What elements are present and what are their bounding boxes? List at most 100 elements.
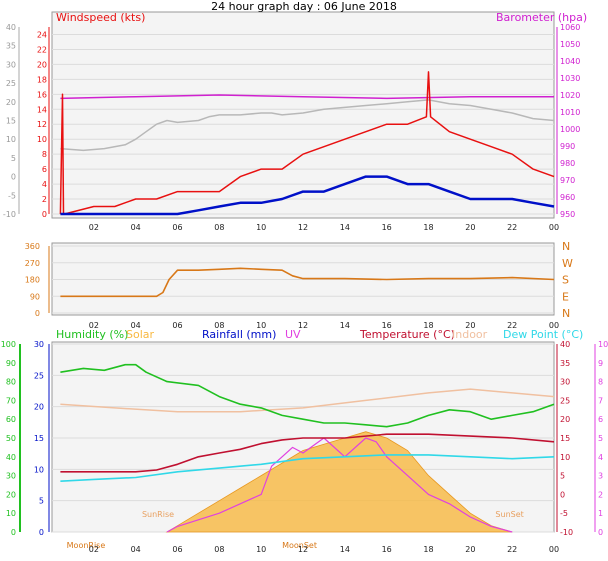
x-tick: 08 bbox=[214, 545, 224, 554]
x-tick: 22 bbox=[507, 545, 517, 554]
windspeed-tick: 0 bbox=[42, 210, 47, 219]
barometer-tick: 970 bbox=[560, 176, 575, 185]
x-tick: 22 bbox=[507, 321, 517, 330]
x-tick: 00 bbox=[549, 321, 559, 330]
windspeed-tick: 22 bbox=[37, 45, 47, 54]
x-tick: 12 bbox=[298, 223, 308, 232]
grey-series bbox=[60, 99, 555, 152]
humidity-tick: 80 bbox=[6, 378, 16, 387]
chart-title: 24 hour graph day : 06 June 2018 bbox=[211, 0, 397, 13]
direction-tick: 180 bbox=[25, 276, 40, 285]
x-tick: 16 bbox=[382, 545, 392, 554]
x-tick: 06 bbox=[172, 321, 182, 330]
humidity-tick: 20 bbox=[6, 490, 16, 499]
rain-tick: 20 bbox=[34, 403, 44, 412]
windspeed-tick: 10 bbox=[37, 135, 47, 144]
windspeed-tick: 18 bbox=[37, 75, 47, 84]
x-tick: 08 bbox=[214, 321, 224, 330]
x-tick: 04 bbox=[131, 545, 141, 554]
temperature-tick: 0 bbox=[560, 490, 565, 499]
x-tick: 12 bbox=[298, 321, 308, 330]
x-tick: 14 bbox=[340, 545, 350, 554]
x-tick: 02 bbox=[89, 321, 99, 330]
rain-tick: 5 bbox=[39, 497, 44, 506]
barometer-tick: 1020 bbox=[560, 91, 580, 100]
rain-tick: 25 bbox=[34, 371, 44, 380]
temp-scale-tick: 10 bbox=[6, 135, 16, 144]
x-tick: 10 bbox=[256, 545, 266, 554]
temperature-series bbox=[60, 433, 555, 473]
temp-scale-tick: 25 bbox=[6, 79, 16, 88]
sunrise-label: SunRise bbox=[142, 510, 174, 519]
uv-tick: 10 bbox=[598, 340, 608, 349]
x-tick: 14 bbox=[340, 223, 350, 232]
wind_avg-series bbox=[60, 175, 555, 216]
windspeed-tick: 4 bbox=[42, 180, 47, 189]
humidity-tick: 60 bbox=[6, 415, 16, 424]
sunset-label: SunSet bbox=[495, 510, 523, 519]
temperature-tick: 15 bbox=[560, 434, 570, 443]
indoor-series bbox=[60, 388, 555, 413]
x-tick: 14 bbox=[340, 321, 350, 330]
x-tick: 04 bbox=[131, 321, 141, 330]
dewpoint-series bbox=[60, 454, 555, 482]
wind-baro-panel: Windspeed (kts) Barometer (hpa) 02468101… bbox=[3, 11, 587, 219]
humidity-tick: 70 bbox=[6, 396, 16, 405]
windspeed-tick: 12 bbox=[37, 120, 47, 129]
temperature-tick: 35 bbox=[560, 359, 570, 368]
barometer-tick: 960 bbox=[560, 193, 575, 202]
x-tick: 02 bbox=[89, 223, 99, 232]
temperature-humidity-panel: Humidity (%)Solar Rainfall (mm) UV Temperat… bbox=[1, 328, 608, 550]
rain-tick: 15 bbox=[34, 434, 44, 443]
humidity-tick: 30 bbox=[6, 472, 16, 481]
direction-tick: 270 bbox=[25, 259, 40, 268]
windspeed-tick: 8 bbox=[42, 150, 47, 159]
legend-item: Solar bbox=[126, 328, 155, 341]
barometer-tick: 1040 bbox=[560, 57, 580, 66]
humidity-tick: 0 bbox=[11, 528, 16, 537]
uv-tick: 2 bbox=[598, 490, 603, 499]
temperature-tick: 30 bbox=[560, 378, 570, 387]
uv-tick: 0 bbox=[598, 528, 603, 537]
barometer-tick: 1030 bbox=[560, 74, 580, 83]
temperature-tick: -5 bbox=[560, 509, 568, 518]
barometer-tick: 1010 bbox=[560, 108, 580, 117]
temp-scale-tick: 15 bbox=[6, 117, 16, 126]
windspeed-axis-title: Windspeed (kts) bbox=[56, 11, 145, 24]
windspeed-tick: 24 bbox=[37, 30, 47, 39]
humidity-tick: 90 bbox=[6, 359, 16, 368]
compass-tick: W bbox=[562, 257, 573, 270]
windspeed-tick: 20 bbox=[37, 60, 47, 69]
windspeed-tick: 2 bbox=[42, 195, 47, 204]
temp-scale-tick: 40 bbox=[6, 23, 16, 32]
humidity-tick: 50 bbox=[6, 434, 16, 443]
compass-tick: N bbox=[562, 240, 570, 253]
rain-tick: 0 bbox=[39, 528, 44, 537]
x-tick: 04 bbox=[131, 223, 141, 232]
x-tick: 08 bbox=[214, 223, 224, 232]
direction-tick: 360 bbox=[25, 242, 40, 251]
barometer-tick: 1050 bbox=[560, 40, 580, 49]
uv-tick: 9 bbox=[598, 359, 603, 368]
barometer-tick: 980 bbox=[560, 159, 575, 168]
uv-tick: 5 bbox=[598, 434, 603, 443]
windspeed-tick: 14 bbox=[37, 105, 47, 114]
x-tick: 00 bbox=[549, 223, 559, 232]
moonset-label: MoonSet bbox=[282, 541, 317, 550]
temperature-tick: 10 bbox=[560, 453, 570, 462]
uv-tick: 6 bbox=[598, 415, 603, 424]
temp-scale-tick: 5 bbox=[11, 154, 16, 163]
legend-item: Temperature (°C) bbox=[359, 328, 455, 341]
temp-scale-tick: 0 bbox=[11, 173, 16, 182]
legend-item: Humidity (%) bbox=[56, 328, 128, 341]
x-tick: 06 bbox=[172, 545, 182, 554]
x-tick: 18 bbox=[423, 223, 433, 232]
temperature-tick: -10 bbox=[560, 528, 573, 537]
x-tick: 22 bbox=[507, 223, 517, 232]
compass-tick: E bbox=[562, 290, 569, 303]
humidity-tick: 10 bbox=[6, 509, 16, 518]
x-tick: 12 bbox=[298, 545, 308, 554]
barometer-tick: 950 bbox=[560, 210, 575, 219]
humidity-series bbox=[60, 363, 555, 428]
